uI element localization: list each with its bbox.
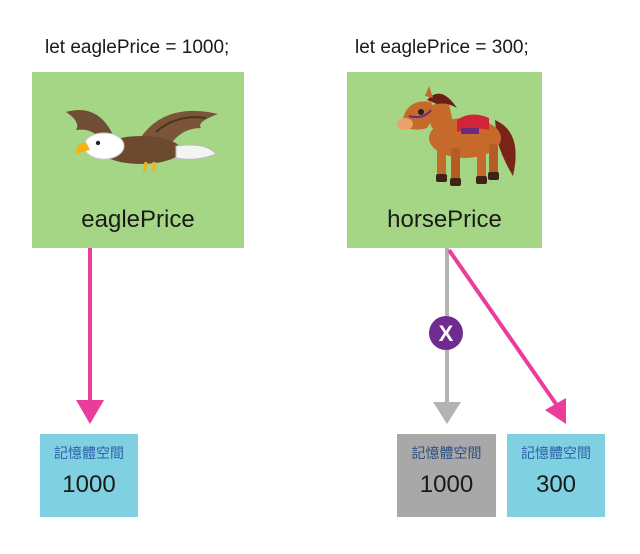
memory-value: 1000 <box>62 471 116 498</box>
eagle-variable-label: eaglePrice <box>81 206 195 233</box>
broken-pointer-arrowhead <box>433 402 461 424</box>
left-code-line: let eaglePrice = 1000; <box>45 37 230 58</box>
old-memory-cell: 記憶體空間 1000 <box>397 434 496 517</box>
horse-pointer-arrow <box>447 248 558 406</box>
memory-value: 1000 <box>419 471 474 498</box>
horse-pointer-arrowhead <box>545 398 566 424</box>
memory-caption: 記憶體空間 <box>411 446 482 462</box>
cut-marker-icon <box>429 316 463 350</box>
horse-variable-label: horsePrice <box>387 206 502 233</box>
memory-caption: 記憶體空間 <box>521 446 591 462</box>
eagle-memory-cell: 記憶體空間 1000 <box>40 434 138 517</box>
right-code-line: let eaglePrice = 300; <box>355 37 529 58</box>
memory-caption: 記憶體空間 <box>54 446 124 462</box>
eagle-variable-box: eaglePrice <box>32 72 244 248</box>
horse-variable-box: horsePrice <box>347 72 542 248</box>
horse-icon <box>397 86 516 186</box>
eagle-pointer-arrowhead <box>76 400 104 424</box>
memory-value: 300 <box>535 471 577 498</box>
eagle-icon <box>66 110 218 173</box>
new-memory-cell: 記憶體空間 300 <box>507 434 605 517</box>
cut-marker-label: X <box>439 321 454 346</box>
